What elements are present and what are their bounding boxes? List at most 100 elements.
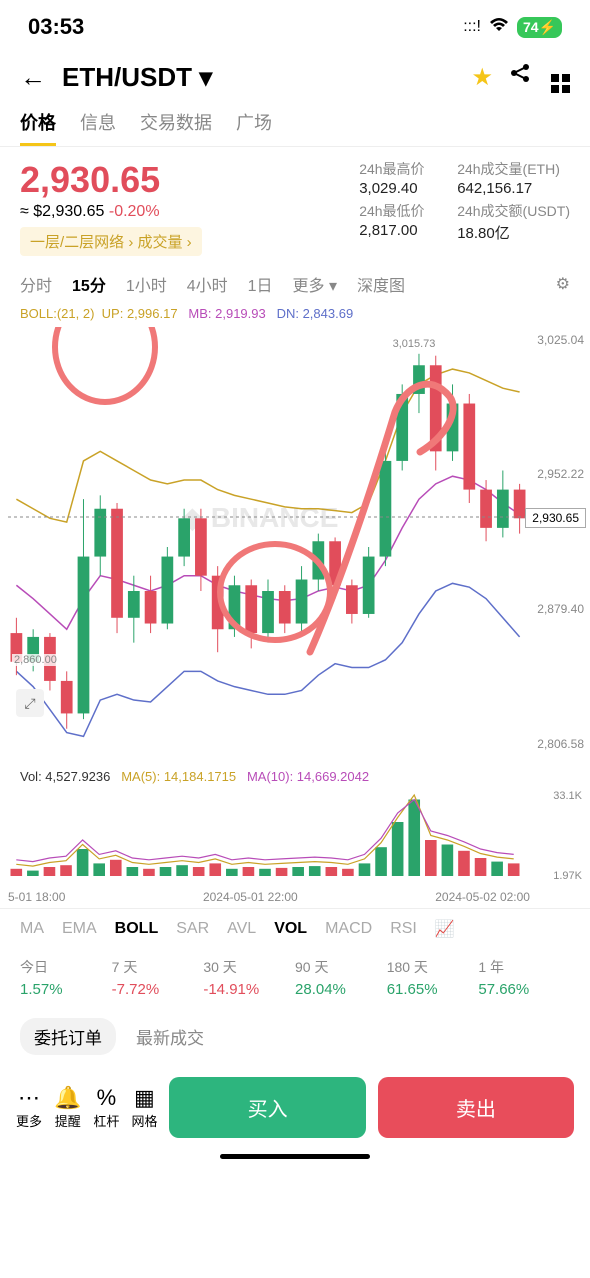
volume-canvas — [8, 786, 530, 886]
low-price-label: 2,860.00 — [12, 654, 59, 666]
high-label: 24h最高价 — [359, 159, 439, 179]
battery-indicator: 74⚡ — [517, 17, 562, 38]
price-sub: ≈ $2,930.65 -0.20% — [20, 203, 359, 221]
indicator-vol[interactable]: VOL — [274, 920, 307, 938]
return-180d: 180 天 61.65% — [387, 957, 479, 998]
vol-value: Vol: 4,527.9236 — [20, 769, 110, 784]
tab-trade-data[interactable]: 交易数据 — [140, 109, 212, 146]
stats: 24h最高价 3,029.40 24h成交量(ETH) 642,156.17 2… — [359, 159, 570, 256]
pair-title[interactable]: ETH/USDT ▾ — [62, 62, 455, 93]
footer-alert[interactable]: 🔔提醒 — [54, 1085, 81, 1130]
vol-ma5: MA(5): 14,184.1715 — [121, 769, 236, 784]
grid-icon[interactable] — [551, 62, 570, 93]
vol-ytop: 33.1K — [553, 790, 582, 802]
returns-row: 今日 1.57% 7 天 -7.72% 30 天 -14.91% 90 天 28… — [0, 949, 590, 1006]
vol-ma10: MA(10): 14,669.2042 — [247, 769, 369, 784]
footer-leverage[interactable]: %杠杆 — [93, 1085, 119, 1130]
interval-realtime[interactable]: 分时 — [20, 272, 52, 296]
tab-price[interactable]: 价格 — [20, 109, 56, 146]
footer-grid[interactable]: ▦网格 — [131, 1085, 157, 1130]
return-today: 今日 1.57% — [20, 957, 112, 998]
vol-usdt-value: 18.80亿 — [457, 222, 570, 243]
status-time: 03:53 — [28, 14, 84, 40]
grid-trade-icon: ▦ — [131, 1085, 157, 1111]
vol-eth-value: 642,156.17 — [457, 180, 560, 197]
more-icon: ⋯ — [16, 1085, 42, 1111]
buy-button[interactable]: 买入 — [169, 1077, 365, 1138]
ytick-1: 2,952.22 — [537, 467, 584, 481]
xtick-1: 2024-05-01 22:00 — [203, 890, 298, 904]
x-axis: 5-01 18:00 2024-05-01 22:00 2024-05-02 0… — [0, 886, 590, 909]
status-bar: 03:53 :::! 74⚡ — [0, 0, 590, 50]
volume-chart[interactable]: 33.1K 1.97K — [0, 786, 590, 886]
main-tabs: 价格 信息 交易数据 广场 — [0, 105, 590, 147]
depth-chart[interactable]: 深度图 — [357, 272, 405, 296]
wifi-icon — [489, 17, 509, 38]
return-7d: 7 天 -7.72% — [112, 957, 204, 998]
leverage-icon: % — [93, 1085, 119, 1111]
status-right: :::! 74⚡ — [463, 17, 562, 38]
share-icon[interactable] — [509, 62, 531, 93]
high-value: 3,029.40 — [359, 180, 439, 197]
vol-eth-label: 24h成交量(ETH) — [457, 159, 560, 179]
return-90d: 90 天 28.04% — [295, 957, 387, 998]
return-30d: 30 天 -14.91% — [203, 957, 295, 998]
ytick-0: 3,025.04 — [537, 333, 584, 347]
category-badge[interactable]: 一层/二层网络 › 成交量 › — [20, 227, 202, 256]
boll-label: BOLL:(21, 2) — [20, 306, 94, 321]
boll-mb: MB: 2,919.93 — [188, 306, 265, 321]
interval-more[interactable]: 更多 ▾ — [293, 272, 337, 296]
high-price-label: 3,015.73 — [391, 338, 438, 350]
favorite-icon[interactable]: ★ — [471, 63, 493, 92]
low-value: 2,817.00 — [359, 222, 439, 239]
interval-1d[interactable]: 1日 — [248, 272, 273, 296]
vol-usdt-label: 24h成交额(USDT) — [457, 201, 570, 221]
return-1y: 1 年 57.66% — [478, 957, 570, 998]
sell-button[interactable]: 卖出 — [378, 1077, 574, 1138]
indicator-ema[interactable]: EMA — [62, 920, 97, 938]
indicator-macd[interactable]: MACD — [325, 920, 372, 938]
tab-recent-trades[interactable]: 最新成交 — [136, 1018, 204, 1055]
expand-icon[interactable]: ⤢ — [16, 689, 44, 717]
vol-ybot: 1.97K — [553, 870, 582, 882]
boll-up: UP: 2,996.17 — [102, 306, 178, 321]
footer-more[interactable]: ⋯更多 — [16, 1085, 42, 1130]
interval-selector: 分时 15分 1小时 4小时 1日 更多 ▾ 深度图 ⚙ — [0, 264, 590, 304]
bell-icon: 🔔 — [54, 1085, 81, 1111]
indicator-rsi[interactable]: RSI — [390, 920, 417, 938]
xtick-2: 2024-05-02 02:00 — [435, 890, 530, 904]
ytick-2: 2,879.40 — [537, 602, 584, 616]
tab-info[interactable]: 信息 — [80, 109, 116, 146]
order-tabs: 委托订单 最新成交 — [0, 1006, 590, 1067]
indicator-sar[interactable]: SAR — [176, 920, 209, 938]
volume-indicator-line: Vol: 4,527.9236 MA(5): 14,184.1715 MA(10… — [0, 767, 590, 786]
footer: ⋯更多 🔔提醒 %杠杆 ▦网格 买入 卖出 — [0, 1067, 590, 1148]
tab-square[interactable]: 广场 — [236, 109, 272, 146]
tab-orders[interactable]: 委托订单 — [20, 1018, 116, 1055]
price-change: -0.20% — [109, 203, 160, 220]
boll-indicator-line: BOLL:(21, 2) UP: 2,996.17 MB: 2,919.93 D… — [0, 304, 590, 323]
home-indicator — [220, 1154, 370, 1159]
price-approx: ≈ $2,930.65 — [20, 203, 104, 220]
low-label: 24h最低价 — [359, 201, 439, 221]
indicator-avl[interactable]: AVL — [227, 920, 256, 938]
signal-icon: :::! — [463, 18, 481, 36]
header: ← ETH/USDT ▾ ★ — [0, 50, 590, 105]
back-icon[interactable]: ← — [20, 62, 46, 93]
indicator-ma[interactable]: MA — [20, 920, 44, 938]
indicator-selector: MA EMA BOLL SAR AVL VOL MACD RSI 📈 — [0, 909, 590, 949]
interval-15m[interactable]: 15分 — [72, 272, 106, 296]
main-price: 2,930.65 — [20, 159, 359, 201]
chart-canvas: ◆ BINANCE — [0, 327, 590, 767]
indicator-boll[interactable]: BOLL — [115, 920, 159, 938]
boll-dn: DN: 2,843.69 — [277, 306, 354, 321]
xtick-0: 5-01 18:00 — [8, 890, 65, 904]
indicator-expand-icon[interactable]: 📈 — [435, 919, 455, 939]
ytick-3: 2,806.58 — [537, 737, 584, 751]
candlestick-chart[interactable]: ◆ BINANCE 3,025.04 2,952.22 2,879.40 2,8… — [0, 327, 590, 767]
interval-4h[interactable]: 4小时 — [187, 272, 228, 296]
interval-1h[interactable]: 1小时 — [126, 272, 167, 296]
current-price-tag: 2,930.65 — [525, 508, 586, 528]
price-section: 2,930.65 ≈ $2,930.65 -0.20% 一层/二层网络 › 成交… — [0, 147, 590, 264]
settings-icon[interactable]: ⚙ — [556, 274, 570, 294]
